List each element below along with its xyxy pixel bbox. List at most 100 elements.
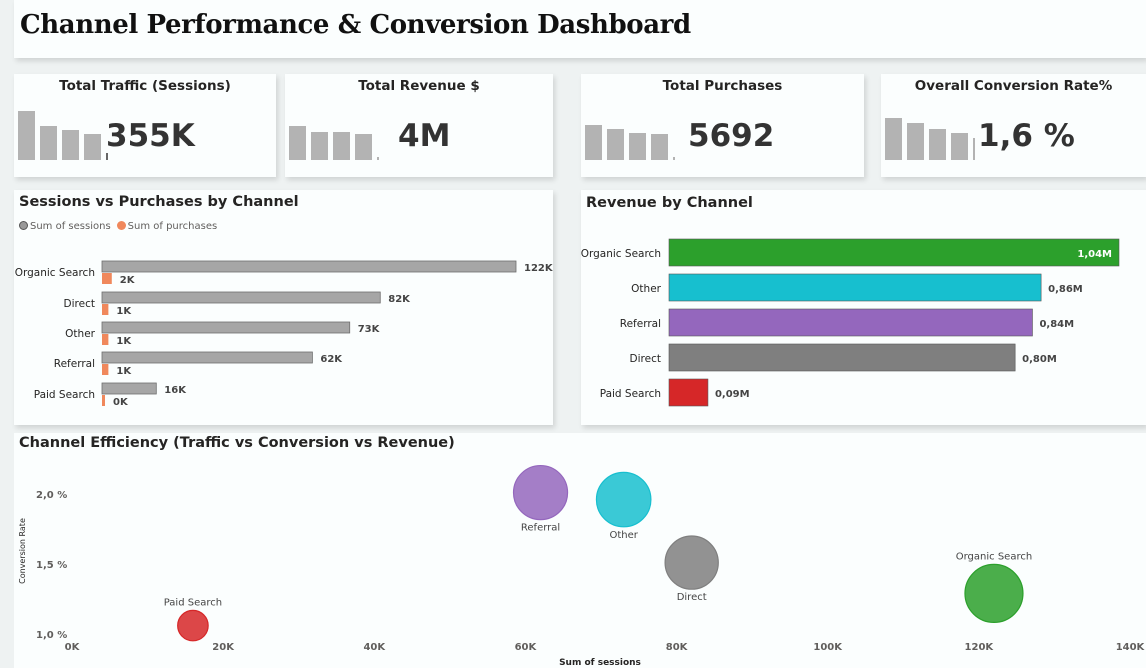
spark-bar (84, 134, 101, 160)
x-axis-title: Sum of sessions (559, 658, 641, 668)
kpi-card-purchases[interactable]: Total Purchases 5692 (581, 74, 864, 177)
revenue-bar (668, 238, 1120, 267)
category-label: Other (631, 283, 661, 295)
y-tick-label: 2,0 % (36, 490, 67, 501)
revenue-data-label: 0,84M (1039, 319, 1074, 330)
revenue-data-label: 0,86M (1048, 284, 1083, 295)
kpi-value: 1,6 % (978, 118, 1075, 154)
bubble (595, 471, 652, 528)
spark-bar (377, 157, 379, 160)
kpi-card-revenue[interactable]: Total Revenue $ 4M (285, 74, 553, 177)
bubble (512, 464, 569, 521)
spark-bar (18, 111, 35, 160)
spark-bar (311, 132, 328, 160)
purchases-bar (102, 304, 109, 315)
bubble (177, 609, 209, 642)
revenue-bar (668, 273, 1042, 302)
kpi-value: 4M (398, 118, 451, 154)
spark-bar (973, 138, 975, 160)
legend-label: Sum of purchases (127, 221, 218, 232)
category-label: Organic Search (15, 267, 95, 279)
sessions-bar (101, 291, 381, 304)
sessions-purchases-chart-panel[interactable]: Sessions vs Purchases by Channel Sum of … (14, 190, 553, 425)
kpi-label: Total Revenue $ (358, 78, 480, 94)
sessions-bar (101, 260, 517, 273)
purchases-bar (102, 334, 109, 345)
bubble-label: Direct (677, 592, 707, 603)
sessions-data-label: 16K (164, 385, 187, 396)
sessions-bar (101, 321, 351, 334)
kpi-card-conversion[interactable]: Overall Conversion Rate% 1,6 % (881, 74, 1146, 177)
category-label: Paid Search (34, 389, 95, 401)
category-label: Direct (64, 298, 95, 310)
kpi-value: 355K (106, 118, 195, 154)
y-tick-label: 1,0 % (36, 630, 67, 641)
legend-swatch-sessions (19, 221, 28, 230)
revenue-data-label: 1,04M (1077, 249, 1112, 260)
x-tick-label: 20K (212, 642, 235, 653)
dashboard-title: Channel Performance & Conversion Dashboa… (20, 10, 691, 40)
y-axis-title: Conversion Rate (18, 518, 27, 584)
sessions-data-label: 122K (524, 263, 553, 274)
efficiency-svg: 0K 20K 40K 60K 80K 100K 120K 140K 1,0 % 1,5 % 2,0 … (18, 464, 1146, 668)
x-tick-label: 60K (515, 642, 538, 653)
legend-item-sessions[interactable]: Sum of sessions (19, 221, 111, 232)
kpi-label: Total Purchases (662, 78, 783, 94)
kpi-label: Total Traffic (Sessions) (59, 78, 231, 94)
y-tick-label: 1,5 % (36, 560, 67, 571)
x-tick-label: 100K (813, 642, 843, 653)
chart-legend: Sum of sessions Sum of purchases (19, 221, 217, 232)
revenue-svg: Organic Search 1,04M Other 0,86M Referral 0,8… (581, 238, 1120, 407)
sessions-data-label: 62K (320, 354, 343, 365)
legend-label: Sum of sessions (30, 221, 111, 232)
category-label: Referral (620, 318, 661, 330)
revenue-bar (668, 343, 1016, 372)
sessions-bar (101, 382, 157, 395)
sparkline (585, 125, 675, 160)
chart-title: Sessions vs Purchases by Channel (19, 194, 299, 210)
spark-bar (951, 133, 968, 160)
chart-title: Revenue by Channel (586, 195, 753, 211)
kpi-card-traffic[interactable]: Total Traffic (Sessions) 355K (14, 74, 276, 177)
spark-bar (289, 126, 306, 160)
revenue-chart-panel[interactable]: Revenue by Channel Organic Search 1,04M Ot… (581, 190, 1146, 425)
x-tick-label: 80K (666, 642, 689, 653)
revenue-data-label: 0,09M (715, 389, 750, 400)
spark-bar (885, 118, 902, 160)
legend-swatch-purchases (116, 221, 126, 230)
revenue-bar (668, 378, 709, 407)
category-label: Other (65, 328, 95, 340)
purchases-data-label: 1K (116, 366, 132, 377)
category-label: Organic Search (581, 248, 661, 260)
spark-bar (585, 125, 602, 160)
spark-bar (40, 126, 57, 160)
bubble-label: Paid Search (164, 597, 222, 608)
spark-bar (929, 129, 946, 160)
revenue-data-label: 0,80M (1022, 354, 1057, 365)
legend-item-purchases[interactable]: Sum of purchases (116, 221, 218, 232)
category-label: Paid Search (600, 388, 661, 400)
category-label: Direct (630, 353, 661, 365)
purchases-bar (102, 364, 109, 375)
x-tick-label: 140K (1116, 642, 1146, 653)
purchases-data-label: 0K (113, 397, 129, 408)
sparkline (885, 118, 975, 160)
spark-bar (106, 153, 108, 160)
category-label: Referral (54, 358, 95, 370)
revenue-bar (668, 308, 1033, 337)
kpi-value: 5692 (688, 118, 775, 154)
purchases-bar (102, 395, 105, 406)
spark-bar (673, 157, 675, 160)
spark-bar (607, 129, 624, 160)
sparkline (289, 126, 379, 160)
bubble-label: Referral (521, 523, 560, 534)
x-tick-label: 0K (65, 642, 81, 653)
purchases-bar (102, 273, 112, 284)
sessions-purchases-svg: Organic Search 122K 2K Direct 82K 1K Other 73K 1… (15, 260, 553, 408)
sparkline (18, 111, 108, 160)
spark-bar (907, 123, 924, 160)
sessions-data-label: 82K (388, 294, 411, 305)
purchases-data-label: 2K (120, 275, 136, 286)
purchases-data-label: 1K (116, 306, 132, 317)
efficiency-chart-panel[interactable]: Channel Efficiency (Traffic vs Conversio… (14, 433, 1146, 668)
